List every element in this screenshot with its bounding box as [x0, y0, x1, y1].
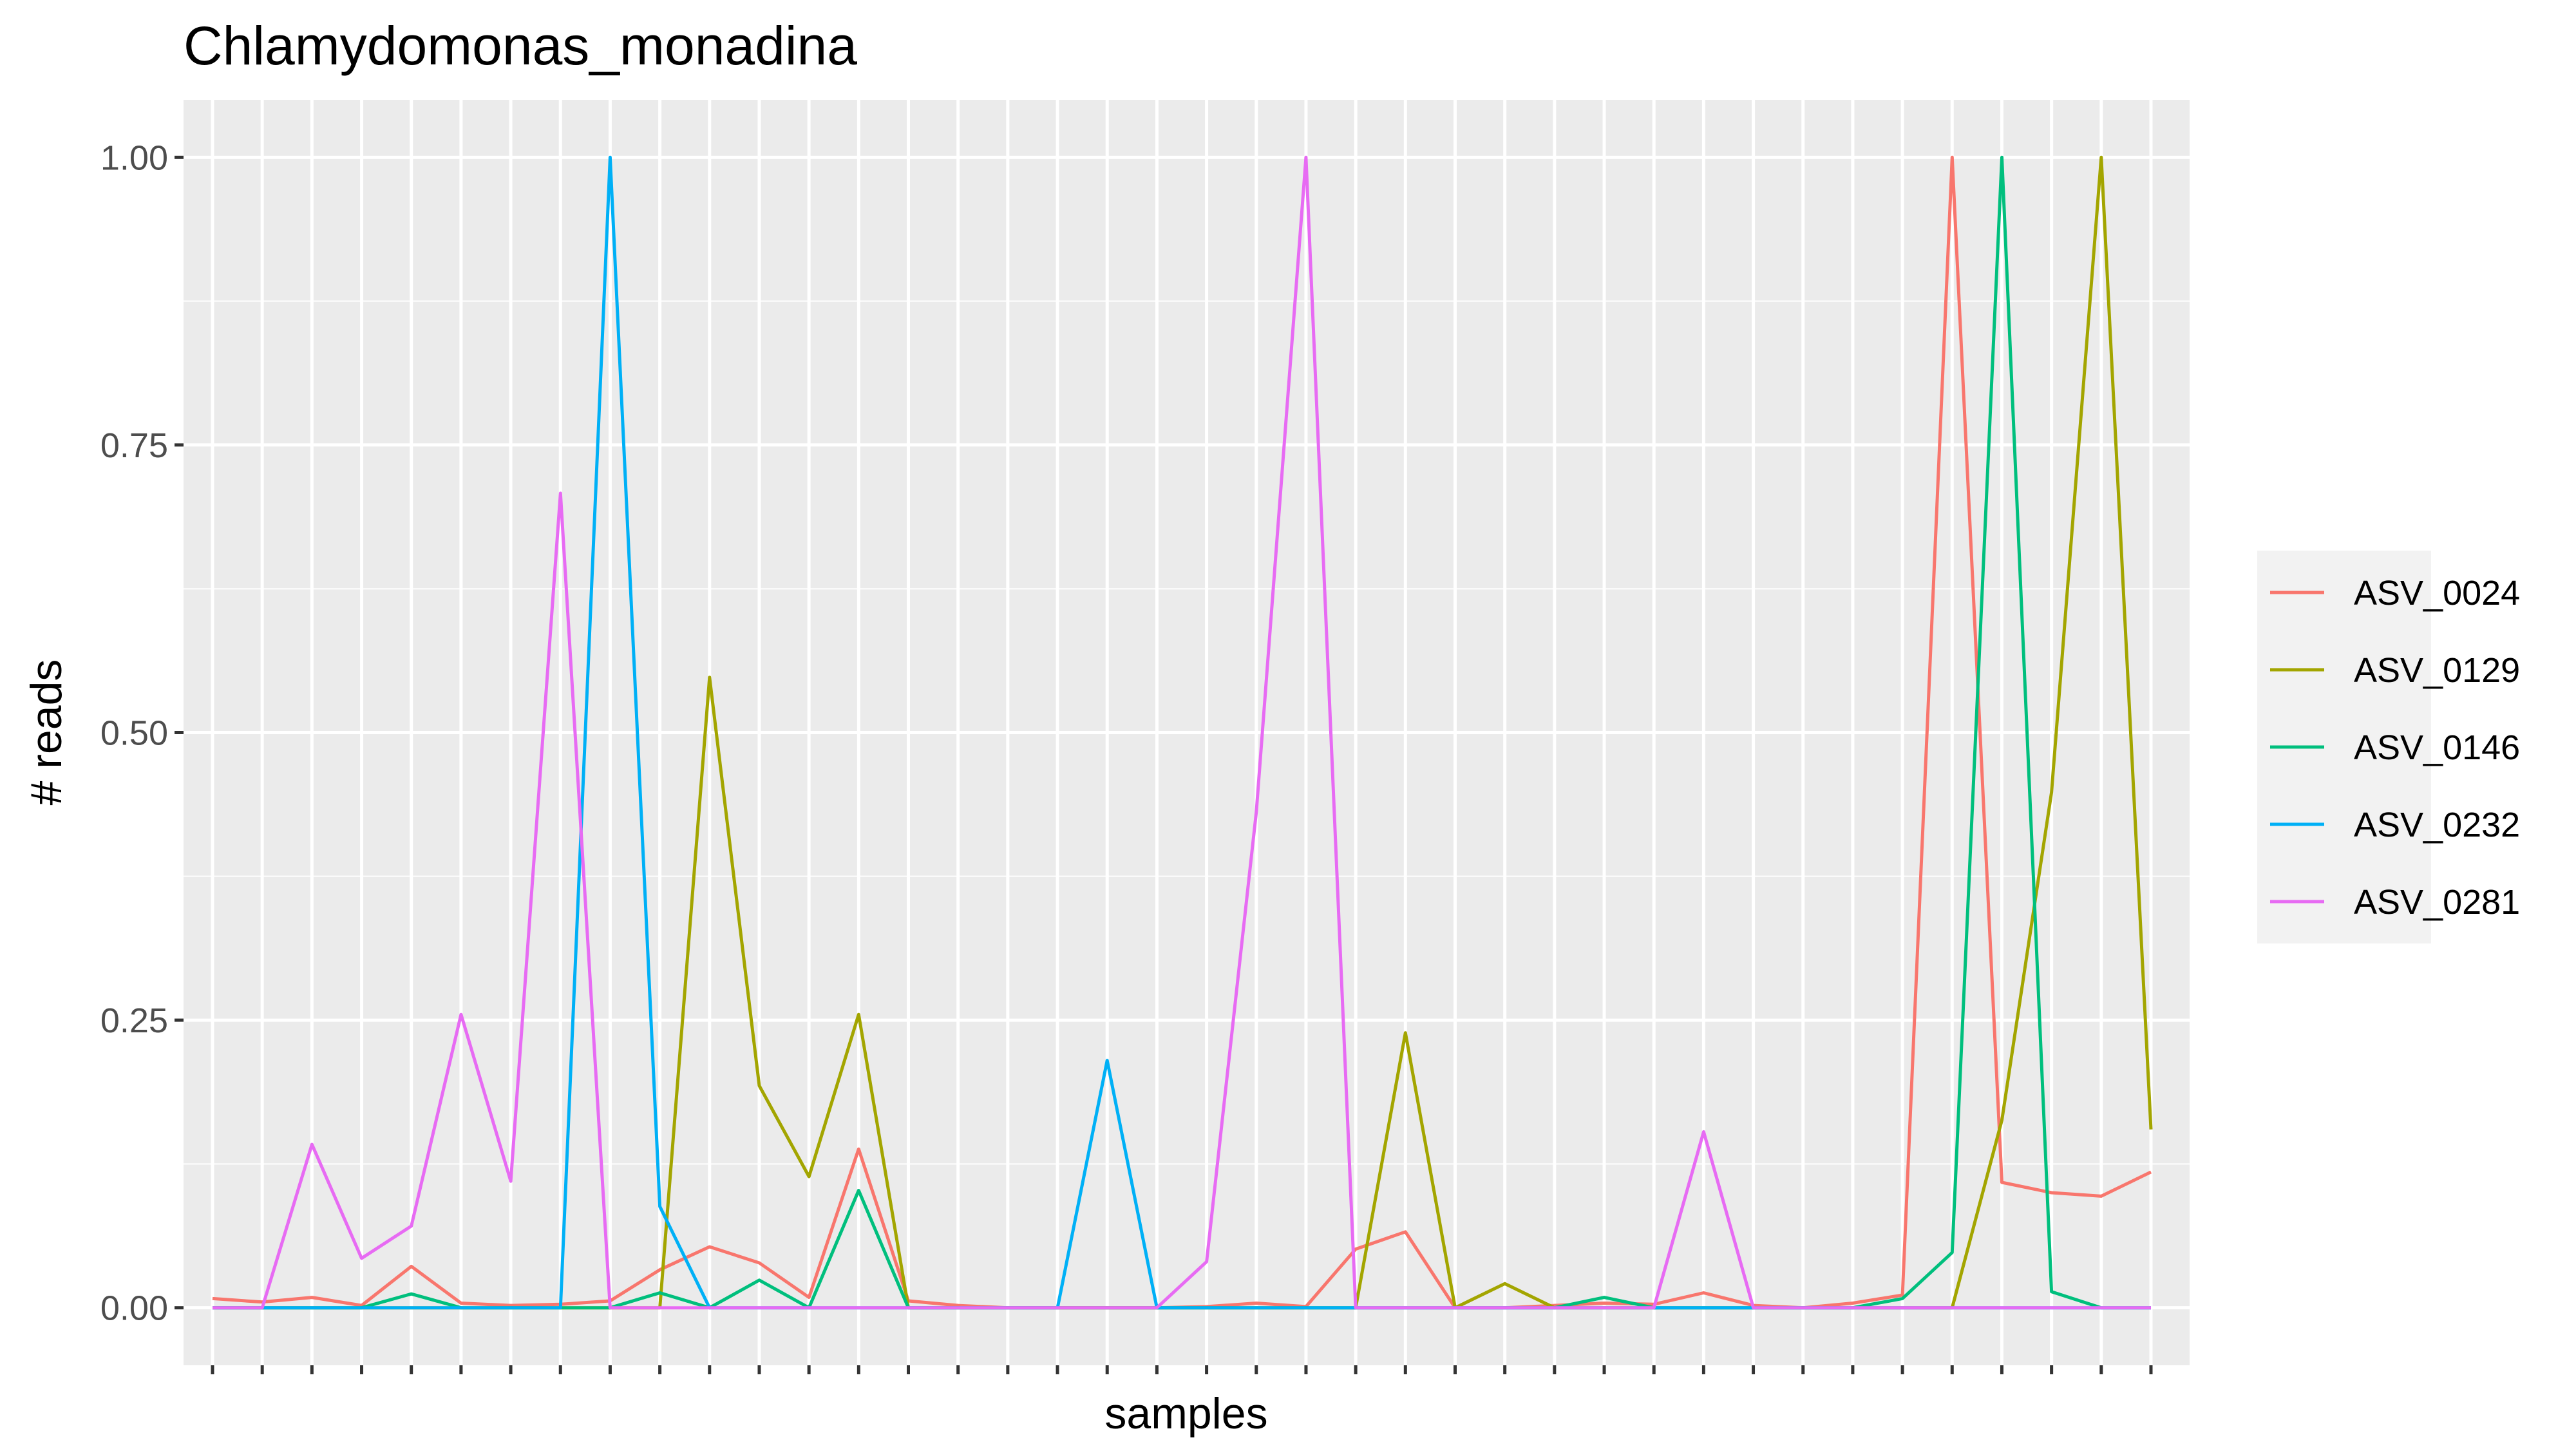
- y-tick-label: 1.00: [100, 138, 168, 177]
- x-axis: [211, 1365, 2153, 1374]
- legend-label: ASV_0232: [2354, 806, 2520, 844]
- chart-title: Chlamydomonas_monadina: [184, 15, 857, 76]
- legend-label: ASV_0281: [2354, 883, 2520, 922]
- y-axis-title: # reads: [22, 659, 71, 806]
- y-axis: 0.00 0.25 0.50 0.75 1.00: [100, 138, 184, 1328]
- legend-item-asv_0024: ASV_0024: [2264, 559, 2520, 626]
- legend: ASV_0024 ASV_0129 ASV_0146 ASV_0232 ASV_0281: [2257, 551, 2520, 943]
- gridlines: [184, 100, 2190, 1365]
- legend-label: ASV_0146: [2354, 728, 2520, 767]
- series-line-asv_0281: [213, 155, 2151, 1310]
- legend-label: ASV_0024: [2354, 574, 2520, 612]
- y-tick-label: 0.00: [100, 1289, 168, 1328]
- x-axis-title: samples: [1104, 1389, 1267, 1438]
- y-tick-label: 0.75: [100, 426, 168, 465]
- legend-item-asv_0146: ASV_0146: [2264, 714, 2520, 781]
- legend-item-asv_0281: ASV_0281: [2264, 868, 2520, 935]
- series-lines: [212, 155, 2153, 1310]
- y-tick-label: 0.25: [100, 1001, 168, 1040]
- legend-item-asv_0129: ASV_0129: [2264, 636, 2520, 703]
- legend-item-asv_0232: ASV_0232: [2264, 791, 2520, 858]
- legend-label: ASV_0129: [2354, 651, 2520, 690]
- y-tick-label: 0.50: [100, 714, 168, 753]
